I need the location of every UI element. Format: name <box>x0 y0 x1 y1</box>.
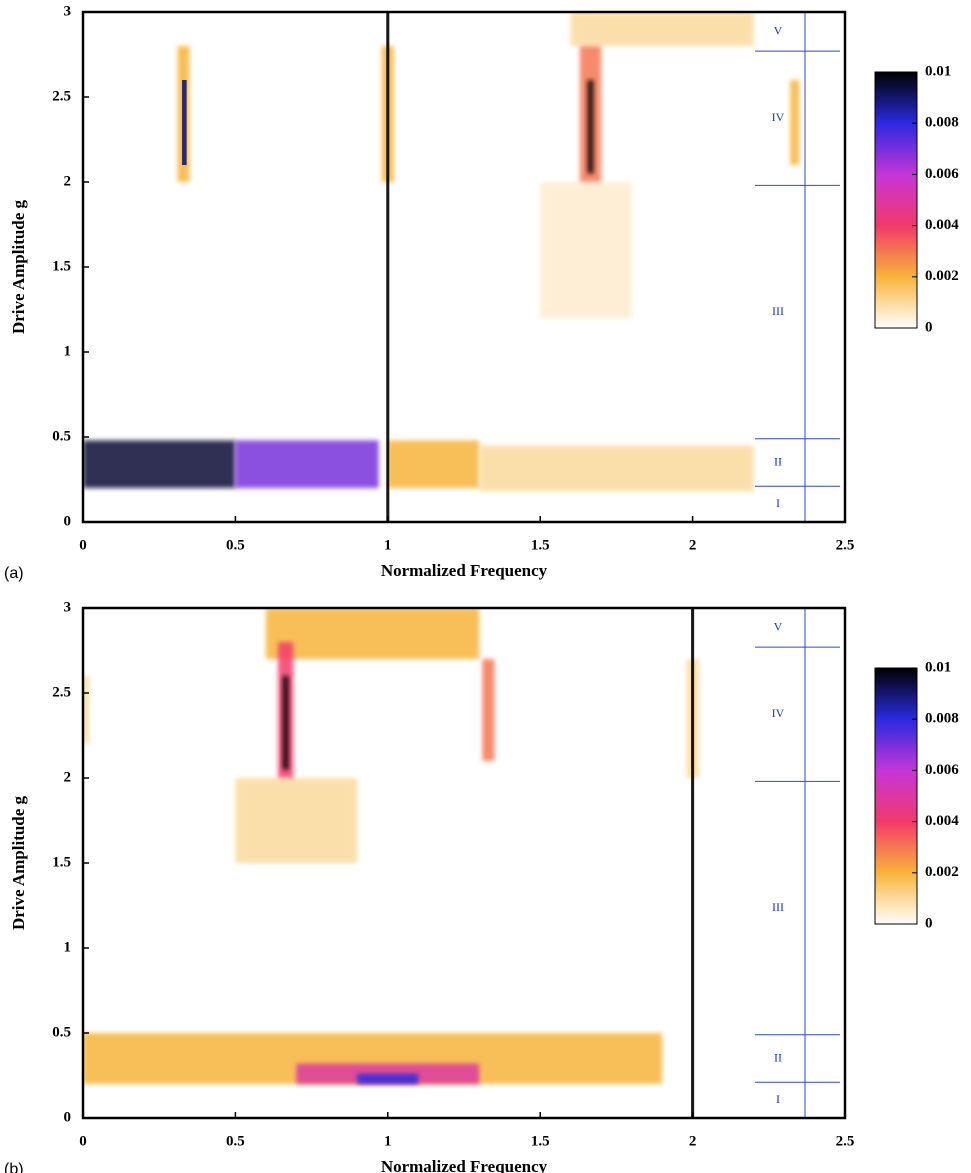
region-label: IV <box>772 706 785 720</box>
heat-region <box>357 1073 419 1084</box>
y-tick-label: 0 <box>64 1109 72 1125</box>
x-tick-label: 0 <box>79 1133 87 1149</box>
y-tick-label: 1.5 <box>52 854 71 870</box>
y-tick-label: 2.5 <box>52 88 71 104</box>
x-tick-label: 2.5 <box>836 537 855 553</box>
heat-region <box>479 445 754 492</box>
heat-region <box>587 80 594 174</box>
colorbar-tick-label: 0.008 <box>925 711 959 727</box>
colorbar-tick-label: 0.004 <box>925 217 959 233</box>
heat-region <box>540 182 632 318</box>
x-tick-label: 1.5 <box>531 537 550 553</box>
colorbar-tick-label: 0 <box>925 915 933 931</box>
heat-region <box>387 440 480 488</box>
colorbar-tick-label: 0.002 <box>925 864 959 880</box>
colorbar-tick-label: 0.008 <box>925 115 959 131</box>
panel-label: (a) <box>4 565 24 582</box>
y-axis-label: Drive Amplitude g <box>9 199 28 334</box>
x-tick-label: 2 <box>689 537 697 553</box>
heatmap <box>83 12 800 522</box>
y-axis-label: Drive Amplitude g <box>9 795 28 930</box>
region-label: III <box>772 304 784 318</box>
panel-label: (b) <box>4 1161 24 1173</box>
x-tick-label: 1.5 <box>531 1133 550 1149</box>
x-axis-label: Normalized Frequency <box>381 1157 548 1173</box>
y-tick-label: 0.5 <box>52 428 71 444</box>
colorbar-tick-label: 0.01 <box>925 659 951 675</box>
x-tick-label: 1 <box>384 537 392 553</box>
heat-region <box>182 80 187 165</box>
region-label: I <box>776 1092 780 1106</box>
heat-region <box>691 608 695 1118</box>
heat-region <box>265 608 480 659</box>
colorbar-tick-label: 0.006 <box>925 762 959 778</box>
region-label: IV <box>772 110 785 124</box>
y-tick-label: 2 <box>64 173 72 189</box>
x-tick-label: 0.5 <box>226 537 245 553</box>
colorbar <box>874 667 918 925</box>
heat-region <box>386 12 390 522</box>
region-label: V <box>774 619 783 633</box>
colorbar-tick-label: 0.01 <box>925 63 951 79</box>
x-axis-label: Normalized Frequency <box>381 561 548 580</box>
y-tick-label: 2.5 <box>52 684 71 700</box>
region-label: II <box>774 454 782 468</box>
heatmap <box>83 608 699 1118</box>
colorbar-tick-label: 0 <box>925 319 933 335</box>
region-label: II <box>774 1050 782 1064</box>
y-tick-label: 2 <box>64 769 72 785</box>
y-tick-label: 0 <box>64 513 72 529</box>
y-tick-label: 0.5 <box>52 1024 71 1040</box>
heat-region <box>235 778 358 863</box>
heat-region <box>790 80 800 165</box>
x-tick-label: 2 <box>689 1133 697 1149</box>
y-tick-label: 1.5 <box>52 258 71 274</box>
region-label: V <box>774 23 783 37</box>
heat-region <box>83 440 236 488</box>
y-tick-label: 3 <box>64 3 72 19</box>
heat-region <box>282 676 289 770</box>
heat-region <box>83 676 90 744</box>
x-tick-label: 0 <box>79 537 87 553</box>
x-tick-label: 1 <box>384 1133 392 1149</box>
region-label: III <box>772 900 784 914</box>
y-tick-label: 1 <box>64 343 72 359</box>
colorbar <box>874 71 918 329</box>
x-tick-label: 0.5 <box>226 1133 245 1149</box>
heat-region <box>235 440 379 488</box>
y-tick-label: 3 <box>64 599 72 615</box>
heat-region <box>482 659 495 761</box>
colorbar-tick-label: 0.004 <box>925 813 959 829</box>
colorbar-tick-label: 0.006 <box>925 166 959 182</box>
region-label: I <box>776 496 780 510</box>
colorbar-tick-label: 0.002 <box>925 268 959 284</box>
heat-region <box>570 12 754 46</box>
y-tick-label: 1 <box>64 939 72 955</box>
x-tick-label: 2.5 <box>836 1133 855 1149</box>
